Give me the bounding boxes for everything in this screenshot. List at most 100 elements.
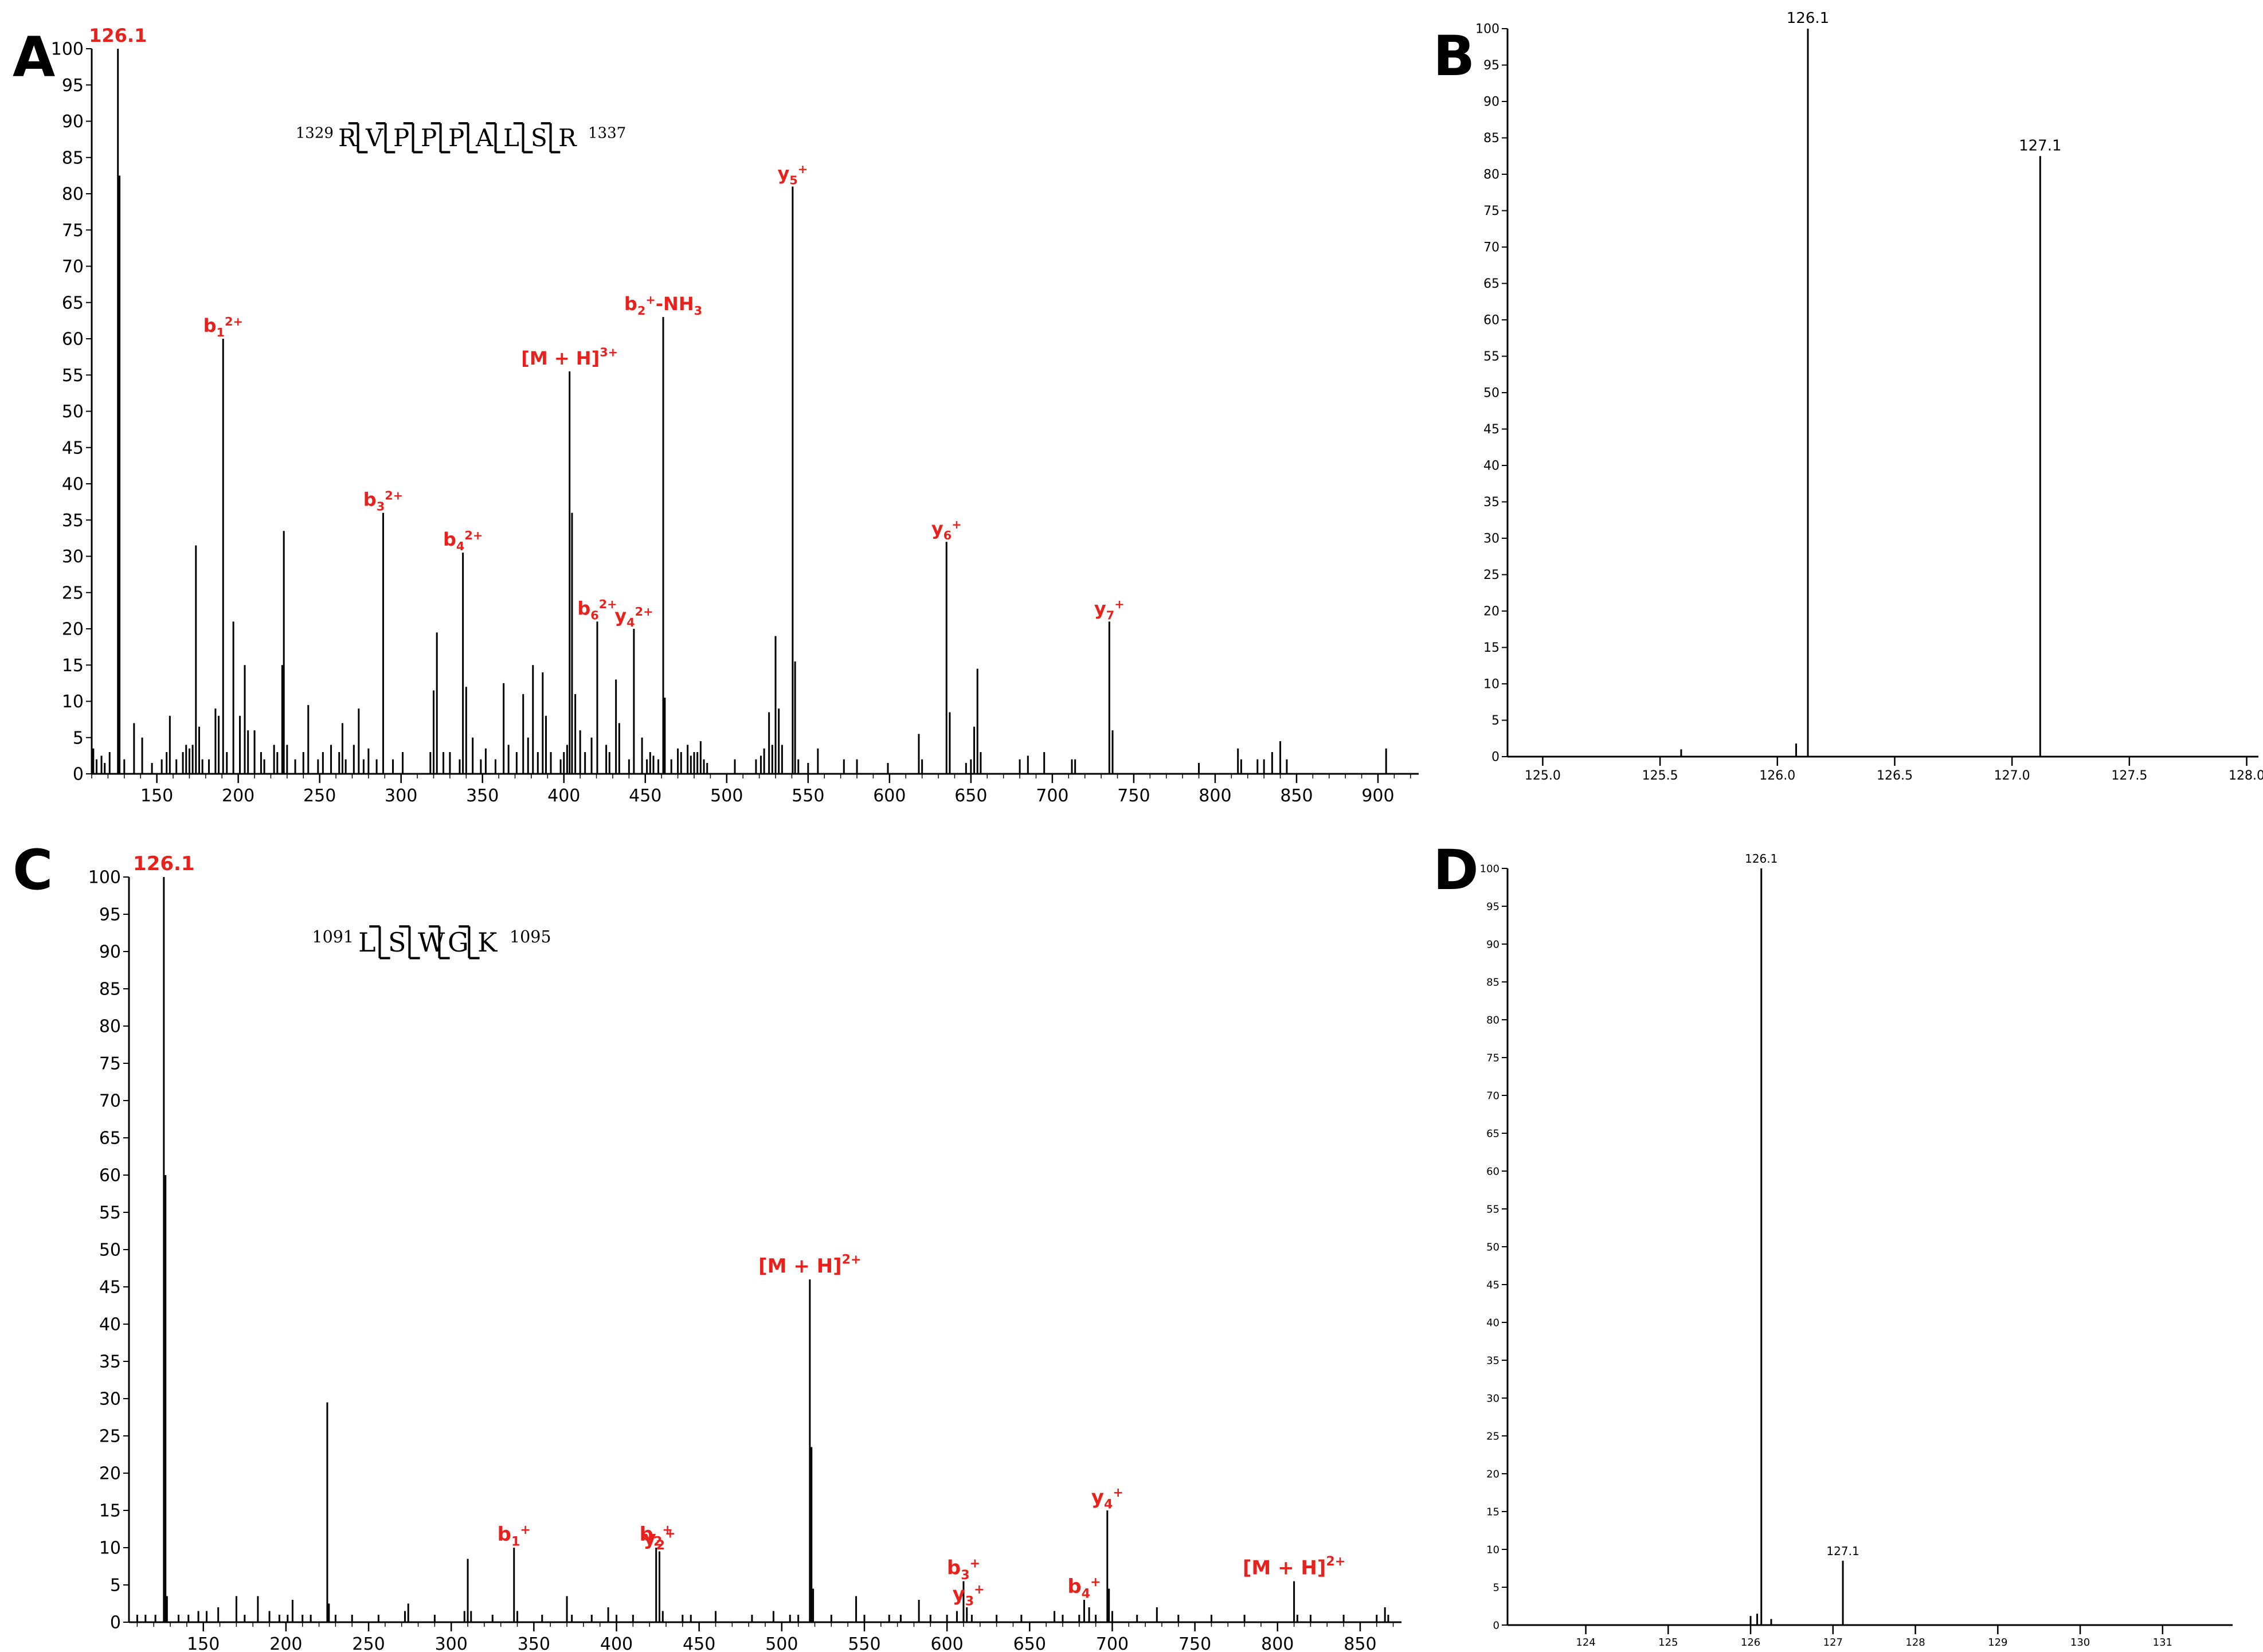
y-tick-label: 45	[99, 1278, 121, 1298]
y-tick-label: 80	[99, 1017, 121, 1037]
ion-annotation: y2+	[643, 1526, 675, 1553]
x-tick-label: 250	[303, 786, 336, 806]
x-tick-label: 128.0	[2229, 769, 2263, 783]
y-tick-label: 50	[62, 402, 84, 422]
y-tick-label: 35	[1483, 495, 1499, 510]
x-tick-label: 127.5	[2111, 769, 2147, 783]
y-tick-label: 35	[99, 1352, 121, 1372]
x-tick-label: 650	[1013, 1634, 1046, 1652]
y-tick-label: 30	[99, 1389, 121, 1410]
sequence-residue: S	[531, 124, 547, 152]
y-tick-label: 50	[1486, 1241, 1499, 1253]
panel-letter-a: A	[13, 25, 56, 89]
y-tick-label: 25	[62, 583, 84, 603]
y-tick-label: 50	[99, 1240, 121, 1260]
y-tick-label: 45	[1486, 1279, 1499, 1291]
ion-annotation: b4+	[1067, 1575, 1101, 1601]
y-tick-label: 55	[99, 1203, 121, 1223]
y-tick-label: 90	[62, 112, 84, 132]
x-tick-label: 127.0	[1994, 769, 2030, 783]
y-tick-label: 95	[62, 76, 84, 96]
y-tick-label: 100	[1480, 863, 1499, 875]
x-tick-label: 850	[1344, 1634, 1376, 1652]
y-tick-label: 80	[1483, 168, 1499, 182]
sequence-residue: W	[418, 927, 445, 958]
x-tick-label: 750	[1117, 786, 1150, 806]
y-tick-label: 60	[1486, 1165, 1499, 1177]
chart-panel-b: 0 5 10 15 20 25 30 35 40 45 50 55 60 65 70 75 80 85 90 95 10…	[1475, 10, 2263, 783]
y-tick-label: 20	[1486, 1468, 1499, 1480]
x-tick-label: 129	[1988, 1637, 2007, 1649]
y-tick-label: 5	[110, 1576, 121, 1596]
y-tick-label: 30	[62, 547, 84, 567]
y-tick-label: 75	[1486, 1052, 1499, 1064]
y-tick-label: 0	[1491, 750, 1499, 765]
y-tick-label: 95	[1483, 58, 1499, 73]
y-tick-label: 10	[62, 692, 84, 712]
y-tick-label: 20	[62, 620, 84, 640]
y-tick-label: 85	[1486, 976, 1499, 988]
x-tick-label: 127	[1823, 1637, 1843, 1649]
x-tick-label: 125	[1658, 1637, 1678, 1649]
x-tick-label: 300	[435, 1634, 468, 1652]
ion-annotation: y3+	[953, 1582, 985, 1608]
ion-annotation: y5+	[777, 162, 808, 187]
y-tick-label: 85	[99, 980, 121, 1000]
y-tick-label: 50	[1483, 386, 1499, 401]
y-tick-label: 55	[62, 366, 84, 386]
y-tick-label: 20	[1483, 605, 1499, 619]
x-tick-label: 250	[352, 1634, 385, 1652]
peak-label: 126.1	[1787, 10, 1829, 27]
y-tick-label: 35	[1486, 1355, 1499, 1367]
sequence-residue: R	[338, 124, 357, 152]
x-tick-label: 125.0	[1525, 769, 1561, 783]
y-tick-label: 90	[1483, 95, 1499, 109]
x-tick-label: 400	[600, 1634, 633, 1652]
y-tick-label: 80	[62, 185, 84, 205]
peak-label: 127.1	[1826, 1544, 1859, 1558]
y-tick-label: 40	[62, 475, 84, 495]
y-tick-label: 10	[1483, 678, 1499, 692]
y-tick-label: 40	[99, 1315, 121, 1335]
panel-letter-c: C	[13, 838, 53, 902]
ion-annotation: b32+	[363, 488, 403, 513]
ion-annotation: 126.1	[89, 25, 147, 46]
peak-label: 127.1	[2019, 137, 2061, 154]
sequence-residue: L	[358, 927, 376, 958]
y-tick-label: 0	[1493, 1619, 1499, 1631]
sequence-residue: K	[477, 927, 498, 958]
sequence-end-number: 1337	[588, 124, 626, 142]
ion-annotation: y4+	[1091, 1485, 1123, 1512]
panel-letter-d: D	[1433, 838, 1479, 902]
x-tick-label: 900	[1361, 786, 1394, 806]
y-tick-label: 15	[1486, 1506, 1499, 1518]
sequence-start-number: 1091	[312, 927, 354, 946]
x-tick-label: 200	[222, 786, 255, 806]
x-tick-label: 300	[385, 786, 417, 806]
sequence-residue: A	[475, 124, 494, 152]
sequence-residue: L	[503, 124, 519, 152]
x-tick-label: 150	[140, 786, 173, 806]
x-tick-label: 700	[1036, 786, 1068, 806]
x-tick-label: 450	[683, 1634, 715, 1652]
y-tick-label: 70	[1483, 241, 1499, 255]
x-tick-label: 126.5	[1877, 769, 1913, 783]
sequence-residue: V	[365, 124, 383, 152]
sequence-start-number: 1329	[296, 124, 334, 142]
x-tick-label: 550	[848, 1634, 880, 1652]
y-tick-label: 65	[99, 1129, 121, 1149]
y-tick-label: 100	[1475, 22, 1499, 37]
x-tick-label: 400	[547, 786, 580, 806]
ion-annotation: b2+	[640, 1522, 673, 1549]
x-tick-label: 350	[518, 1634, 550, 1652]
y-tick-label: 95	[99, 905, 121, 925]
y-tick-label: 15	[1483, 641, 1499, 655]
y-tick-label: 65	[1486, 1128, 1499, 1140]
y-tick-label: 55	[1483, 350, 1499, 364]
ion-annotation: 126.1	[133, 852, 195, 875]
chart-panel-d: 0 5 10 15 20 25 30 35 40 45 50 55 60 65 70 75 80 85 90 95 10…	[1480, 852, 2233, 1649]
ion-annotation: b3+	[947, 1556, 980, 1583]
y-tick-label: 60	[1483, 314, 1499, 328]
ion-annotation: b42+	[443, 529, 483, 553]
